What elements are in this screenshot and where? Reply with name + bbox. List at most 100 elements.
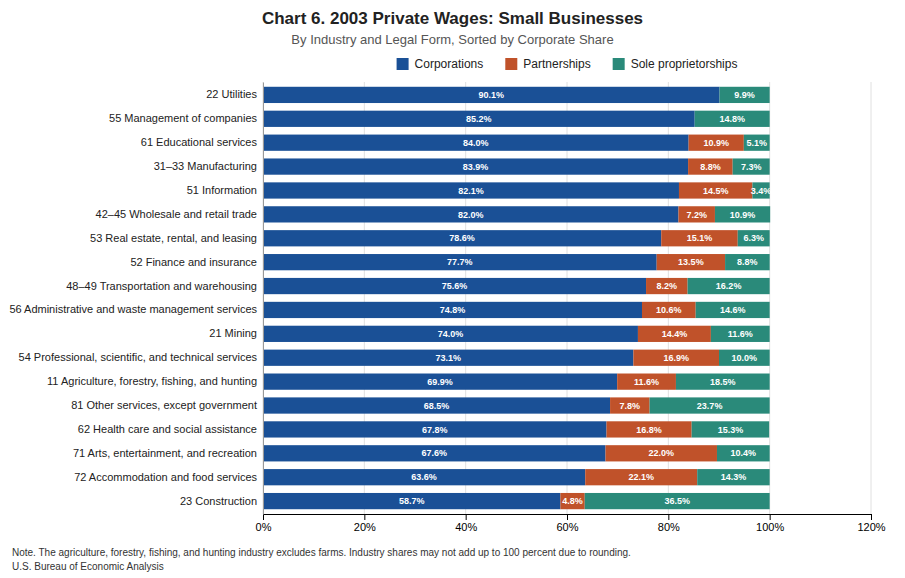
- bar-segment: [697, 469, 769, 485]
- y-tick-label: 54 Professional, scientific, and technic…: [19, 351, 258, 363]
- data-label: 68.5%: [424, 401, 450, 411]
- data-label: 16.2%: [716, 281, 742, 291]
- grid-line: [263, 82, 264, 514]
- data-label: 23.7%: [697, 401, 723, 411]
- data-label: 18.5%: [710, 377, 736, 387]
- data-label: 77.7%: [447, 257, 473, 267]
- x-tick-mark: [770, 514, 771, 520]
- legend-label: Partnerships: [523, 57, 590, 71]
- data-label: 10.9%: [730, 210, 756, 220]
- bar-segment: [695, 111, 770, 127]
- data-label: 7.8%: [620, 401, 641, 411]
- y-tick: 62 Health care and social assistance: [78, 423, 263, 435]
- y-tick-label: 23 Construction: [180, 495, 257, 507]
- bar-segment: [263, 254, 657, 270]
- data-label: 10.0%: [732, 353, 758, 363]
- bar-segment: [661, 230, 738, 246]
- y-tick: 48–49 Transportation and warehousing: [66, 280, 263, 292]
- x-axis: 0%20%40%60%80%100%120%: [256, 514, 886, 533]
- data-label: 36.5%: [664, 496, 690, 506]
- bar-segment: [610, 397, 650, 413]
- x-tick-mark: [668, 514, 669, 520]
- data-labels: 90.1%85.2%84.0%83.9%82.1%82.0%78.6%77.7%…: [399, 90, 771, 506]
- data-label: 75.6%: [442, 281, 468, 291]
- bar-segment: [633, 350, 719, 366]
- data-label: 11.6%: [634, 377, 659, 387]
- y-tick-label: 21 Mining: [209, 327, 257, 339]
- data-label: 7.2%: [686, 210, 707, 220]
- x-tick-mark: [871, 514, 872, 520]
- grid: [263, 82, 871, 514]
- data-label: 15.3%: [718, 425, 744, 435]
- data-label: 16.8%: [636, 425, 662, 435]
- data-label: 14.3%: [721, 472, 747, 482]
- chart-svg: Chart 6. 2003 Private Wages: Small Busin…: [0, 0, 905, 578]
- data-label: 63.6%: [411, 472, 437, 482]
- data-label: 3.4%: [751, 186, 772, 196]
- bar-segment: [263, 326, 638, 342]
- series-bars: [263, 87, 720, 509]
- bar-segment: [711, 326, 770, 342]
- bar-segment: [606, 445, 717, 461]
- data-label: 9.9%: [734, 90, 755, 100]
- bar-segment: [678, 206, 714, 222]
- bar-segment: [725, 254, 770, 270]
- chart-container: Chart 6. 2003 Private Wages: Small Busin…: [0, 0, 905, 578]
- legend-swatch: [505, 58, 517, 70]
- x-tick-label: 100%: [756, 521, 784, 533]
- bar-segment: [263, 493, 560, 509]
- y-tick-label: 42–45 Wholesale and retail trade: [96, 208, 257, 220]
- bar-segment: [607, 421, 692, 437]
- y-tick-label: 56 Administrative and waste management s…: [9, 303, 257, 315]
- x-tick-mark: [466, 514, 467, 520]
- y-tick: 22 Utilities: [206, 88, 263, 100]
- y-tick-label: 55 Management of companies: [109, 112, 257, 124]
- bar-segment: [263, 158, 688, 174]
- data-label: 10.9%: [703, 138, 729, 148]
- data-label: 73.1%: [435, 353, 461, 363]
- legend-item: Partnerships: [505, 57, 590, 71]
- data-label: 13.5%: [678, 257, 704, 267]
- y-tick: 31–33 Manufacturing: [154, 160, 263, 172]
- data-label: 85.2%: [466, 114, 492, 124]
- bar-segment: [263, 87, 720, 103]
- y-tick: 52 Finance and insurance: [130, 256, 263, 268]
- x-tick-label: 40%: [455, 521, 477, 533]
- bar-segment: [263, 135, 689, 151]
- y-tick: 54 Professional, scientific, and technic…: [19, 351, 263, 363]
- y-tick-label: 62 Health care and social assistance: [78, 423, 257, 435]
- data-label: 8.8%: [700, 162, 721, 172]
- bar-segment: [263, 421, 607, 437]
- y-tick: 11 Agriculture, forestry, fishing, and h…: [47, 375, 263, 387]
- data-label: 67.8%: [422, 425, 448, 435]
- legend-item: Corporations: [397, 57, 484, 71]
- bar-segment: [263, 278, 646, 294]
- data-label: 69.9%: [427, 377, 453, 387]
- data-label: 83.9%: [463, 162, 489, 172]
- y-tick-label: 31–33 Manufacturing: [154, 160, 257, 172]
- subtitle: By Industry and Legal Form, Sorted by Co…: [291, 32, 613, 47]
- y-axis: 22 Utilities55 Management of companies61…: [9, 83, 263, 515]
- data-label: 84.0%: [463, 138, 489, 148]
- data-label: 90.1%: [478, 90, 504, 100]
- y-tick-label: 81 Other services, except government: [71, 399, 257, 411]
- bar-segment: [676, 374, 770, 390]
- data-label: 78.6%: [449, 233, 475, 243]
- bar-segment: [719, 350, 770, 366]
- source: U.S. Bureau of Economic Analysis: [12, 561, 164, 572]
- bar-segment: [692, 421, 770, 437]
- y-tick: 23 Construction: [180, 495, 263, 507]
- bar-segment: [715, 206, 770, 222]
- bar-segment: [263, 206, 678, 222]
- y-tick-label: 11 Agriculture, forestry, fishing, and h…: [47, 375, 257, 387]
- bar-segment: [688, 278, 770, 294]
- x-tick-mark: [364, 514, 365, 520]
- data-label: 82.1%: [458, 186, 484, 196]
- y-tick: 51 Information: [187, 184, 263, 196]
- data-label: 8.8%: [737, 257, 758, 267]
- bar-segment: [657, 254, 725, 270]
- x-tick: 120%: [857, 514, 885, 533]
- data-label: 10.6%: [656, 305, 682, 315]
- x-tick-label: 80%: [658, 521, 680, 533]
- bar-segment: [733, 158, 770, 174]
